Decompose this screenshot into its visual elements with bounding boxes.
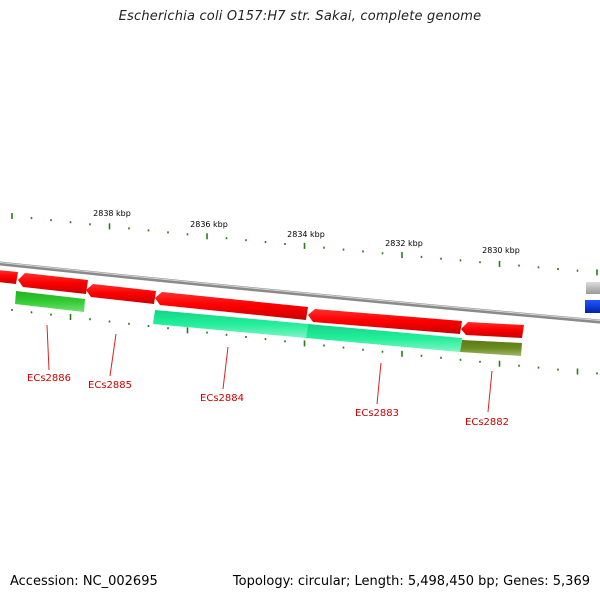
forward-cds-arrow xyxy=(155,292,308,320)
gene-label-ecs2885[interactable]: ECs2885 xyxy=(88,380,132,391)
gene-leader-line xyxy=(487,370,493,413)
outer-ruler: 2838 kbp 2836 kbp 2834 kbp 2832 kbp 2830… xyxy=(11,209,598,276)
genome-backbone-highlight xyxy=(0,262,600,322)
outer-ruler-ticks xyxy=(11,213,598,276)
genome-backbone xyxy=(0,261,600,324)
forward-cds-arrow xyxy=(18,273,88,294)
gene-leader-line xyxy=(109,333,117,377)
ruler-label-2836: 2836 kbp xyxy=(190,220,228,229)
ruler-label-2838: 2838 kbp xyxy=(93,209,131,218)
gene-leader-line xyxy=(46,324,50,371)
accession-text: Accession: NC_002695 xyxy=(10,574,158,589)
reverse-strand-features xyxy=(15,291,522,356)
reverse-cds-teal xyxy=(153,310,308,338)
forward-cds-arrow xyxy=(86,284,156,304)
inner-ruler-ticks xyxy=(11,309,598,375)
gene-leader-line xyxy=(376,362,382,405)
gene-label-ecs2882[interactable]: ECs2882 xyxy=(465,417,509,428)
gray-feature xyxy=(586,282,600,294)
gene-labels: ECs2886 ECs2885 ECs2884 ECs2883 ECs2882 xyxy=(27,324,509,428)
forward-cds-arrow xyxy=(308,309,462,334)
reverse-cds-teal xyxy=(306,324,462,352)
reverse-cds-olive xyxy=(460,340,522,356)
genome-summary-text: Topology: circular; Length: 5,498,450 bp… xyxy=(232,574,590,589)
forward-cds-arrow xyxy=(0,270,18,284)
gene-label-ecs2884[interactable]: ECs2884 xyxy=(200,393,244,404)
forward-cds-arrow xyxy=(461,322,524,338)
reverse-cds-green xyxy=(15,291,85,312)
gene-leader-line xyxy=(222,346,229,390)
ruler-label-2830: 2830 kbp xyxy=(482,246,520,255)
ruler-label-2832: 2832 kbp xyxy=(385,239,423,248)
blue-feature xyxy=(585,300,600,313)
genome-title: Escherichia coli O157:H7 str. Sakai, com… xyxy=(118,9,482,24)
gene-label-ecs2883[interactable]: ECs2883 xyxy=(355,408,399,419)
gene-label-ecs2886[interactable]: ECs2886 xyxy=(27,373,71,384)
ruler-label-2834: 2834 kbp xyxy=(287,230,325,239)
forward-strand-features xyxy=(0,270,600,338)
